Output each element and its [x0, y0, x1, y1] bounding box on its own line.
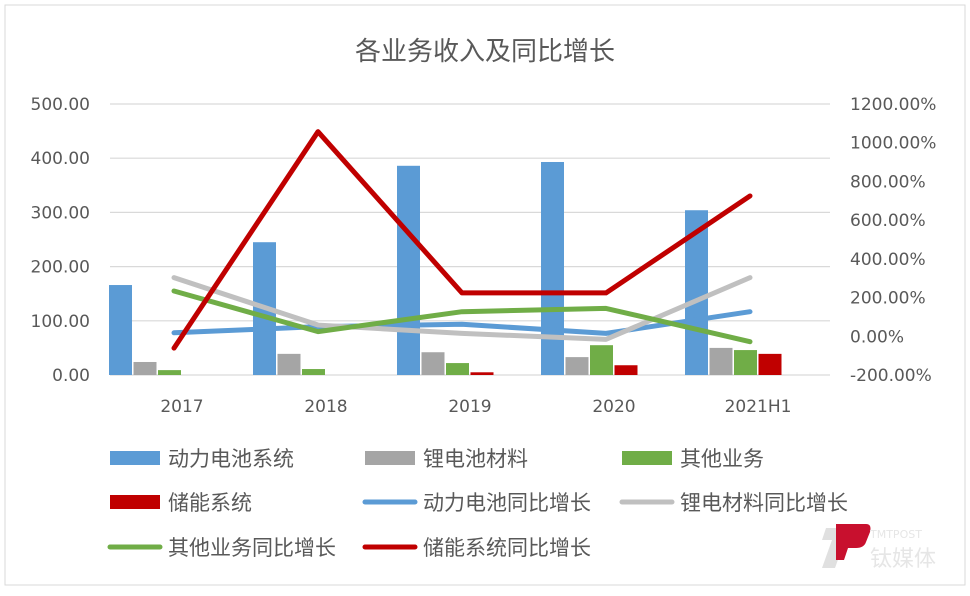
bar — [565, 357, 589, 375]
legend-swatch — [110, 451, 160, 465]
legend-label: 其他业务 — [680, 447, 764, 471]
legend-label: 动力电池系统 — [168, 447, 294, 471]
line-series — [171, 129, 753, 351]
bar — [685, 210, 708, 375]
left-tick-label: 300.00 — [31, 203, 90, 223]
x-tick-label: 2018 — [304, 397, 347, 417]
line-series — [171, 309, 753, 336]
watermark-text-en: TMTPOST — [869, 528, 922, 541]
left-tick-label: 100.00 — [31, 312, 90, 332]
bar — [109, 285, 132, 375]
bar — [446, 363, 469, 375]
bar — [541, 161, 564, 375]
legend-label: 锂电池材料 — [423, 447, 528, 471]
bar — [397, 165, 420, 375]
right-tick-label: 200.00% — [850, 289, 926, 309]
legend-label: 储能系统 — [168, 491, 252, 515]
right-tick-label: 0.00% — [850, 327, 904, 347]
legend-label: 锂电材料同比增长 — [680, 491, 848, 515]
right-tick-label: 600.00% — [850, 211, 926, 231]
x-tick-label: 2021H1 — [725, 397, 792, 417]
watermark-logo: TMTPOST 钛媒体 — [822, 524, 936, 572]
x-tick-label: 2019 — [448, 397, 491, 417]
bar — [158, 370, 181, 375]
bar — [470, 372, 494, 375]
left-tick-label: 0.00 — [52, 366, 90, 386]
bar — [590, 345, 613, 375]
bar — [277, 353, 301, 375]
right-tick-label: 800.00% — [850, 172, 926, 192]
bar — [734, 350, 757, 375]
right-tick-label: -200.00% — [850, 366, 932, 386]
bar — [302, 369, 325, 375]
bar — [758, 353, 782, 375]
legend-label: 动力电池同比增长 — [423, 491, 591, 515]
right-tick-label: 1000.00% — [850, 134, 936, 154]
legend-swatch — [110, 495, 160, 509]
watermark-text-cn: 钛媒体 — [870, 547, 936, 572]
line-series — [171, 288, 753, 345]
x-tick-label: 2020 — [592, 397, 635, 417]
bar — [133, 361, 157, 375]
bar — [421, 352, 445, 375]
legend-swatch — [622, 451, 672, 465]
bar — [709, 347, 733, 375]
left-tick-label: 400.00 — [31, 149, 90, 169]
right-tick-label: 1200.00% — [850, 95, 936, 115]
left-tick-label: 500.00 — [31, 95, 90, 115]
legend-swatch — [365, 451, 415, 465]
right-tick-label: 400.00% — [850, 250, 926, 270]
x-tick-label: 2017 — [160, 397, 203, 417]
legend-label: 储能系统同比增长 — [423, 536, 591, 560]
legend-label: 其他业务同比增长 — [168, 536, 336, 560]
chart-title: 各业务收入及同比增长 — [355, 37, 615, 67]
bar — [614, 365, 638, 375]
left-tick-label: 200.00 — [31, 258, 90, 278]
